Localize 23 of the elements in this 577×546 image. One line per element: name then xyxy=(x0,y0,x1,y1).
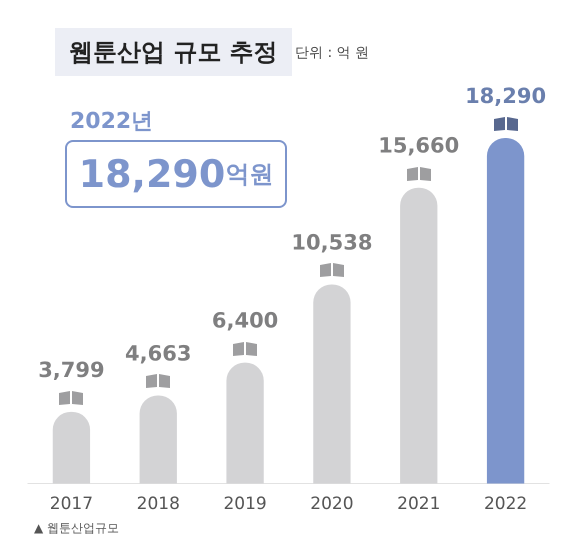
annotation: 18,290억원 xyxy=(78,152,274,196)
x-tick-label: 2017 xyxy=(50,494,94,514)
chart-title: 웹툰산업 규모 추정 xyxy=(55,28,292,76)
bar xyxy=(140,395,177,484)
x-tick-label: 2018 xyxy=(136,494,180,514)
bar xyxy=(400,188,438,484)
x-tick-label: 2019 xyxy=(223,494,267,514)
data-label: 3,799 xyxy=(38,358,105,382)
x-tick-label: 2021 xyxy=(397,494,440,514)
bar xyxy=(226,362,264,484)
data-label: 4,663 xyxy=(125,341,192,366)
text: 2022년 xyxy=(70,108,154,136)
bar xyxy=(52,412,90,484)
text: ▲ 웹툰산업규모 xyxy=(34,520,120,537)
chart-subtitle: 단위 : 억 원 xyxy=(295,44,370,62)
data-label: 6,400 xyxy=(212,308,278,333)
x-tick-label: 2022 xyxy=(484,494,528,514)
data-label: 10,538 xyxy=(291,230,372,254)
data-label: 18,290 xyxy=(465,84,546,108)
bar xyxy=(313,284,351,484)
data-label: 15,660 xyxy=(378,134,460,158)
x-tick-label: 2020 xyxy=(310,494,354,514)
bar xyxy=(486,138,524,484)
